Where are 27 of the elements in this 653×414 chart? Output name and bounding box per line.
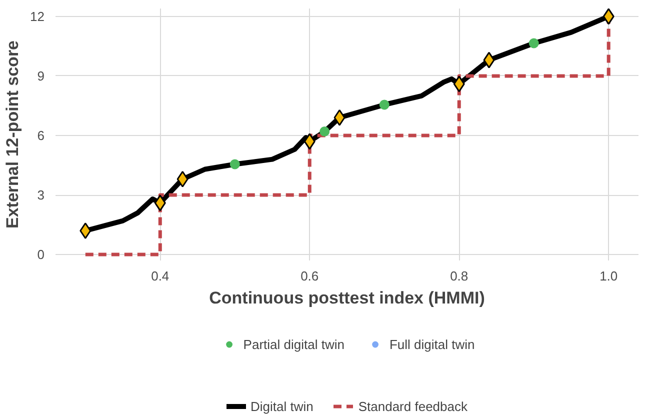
x-tick-label: 0.8 <box>450 268 468 284</box>
y-tick-label: 0 <box>37 247 45 262</box>
x-tick-label: 0.6 <box>300 268 319 284</box>
y-axis-title: External 12-point score <box>3 40 22 228</box>
point <box>176 170 188 188</box>
legend-label: Standard feedback <box>358 398 468 414</box>
x-axis-title: Continuous posttest index (HMMI) <box>209 288 485 308</box>
y-tick-label: 12 <box>30 8 45 24</box>
point <box>453 76 465 92</box>
y-tick-label: 6 <box>37 128 45 143</box>
point <box>320 126 330 137</box>
point <box>602 8 614 25</box>
legend-label: Digital twin <box>250 398 314 414</box>
point <box>230 159 240 170</box>
point <box>483 52 495 68</box>
point <box>80 222 92 239</box>
y-tick-label: 9 <box>37 68 45 84</box>
legend-label: Full digital twin <box>389 336 475 352</box>
point <box>334 109 346 126</box>
legend-label: Partial digital twin <box>243 336 344 352</box>
point <box>304 133 316 150</box>
x-tick-label: 0.4 <box>151 268 170 284</box>
y-tick-label: 3 <box>37 188 45 203</box>
point <box>379 100 390 110</box>
x-tick-label: 1.0 <box>600 268 618 284</box>
point <box>528 38 539 48</box>
point <box>154 194 166 212</box>
